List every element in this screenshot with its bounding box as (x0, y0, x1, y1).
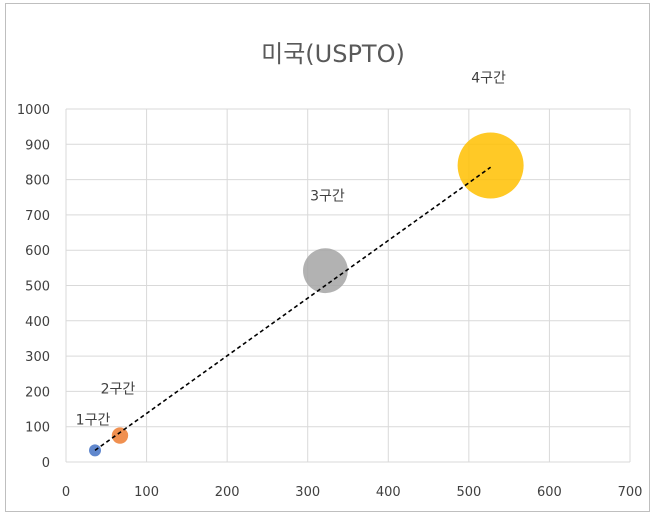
y-tick-label: 1000 (17, 103, 50, 118)
y-tick-label: 400 (25, 315, 50, 330)
chart-title: 미국(USPTO) (261, 40, 405, 68)
trendline (94, 166, 492, 452)
x-tick-label: 200 (215, 485, 240, 500)
x-tick-label: 0 (62, 485, 70, 500)
data-label-4: 4구간 (471, 70, 506, 86)
data-label-2: 2구간 (101, 382, 136, 398)
y-tick-label: 700 (25, 209, 50, 224)
x-tick-label: 400 (376, 485, 401, 500)
grid-lines (65, 108, 631, 463)
y-tick-label: 500 (25, 280, 50, 295)
bubble-3 (303, 248, 348, 294)
y-tick-label: 100 (25, 421, 50, 436)
x-axis-ticks: 0 100 200 300 400 500 600 700 (62, 485, 643, 500)
y-axis-ticks: 0 100 200 300 400 500 600 700 800 900 1000 (17, 103, 50, 471)
y-tick-label: 800 (25, 174, 50, 189)
x-tick-label: 700 (618, 485, 643, 500)
y-tick-label: 900 (25, 138, 50, 153)
y-tick-label: 600 (25, 244, 50, 259)
data-label-3: 3구간 (310, 189, 345, 205)
data-labels: 1구간 2구간 3구간 4구간 (76, 70, 506, 428)
y-tick-label: 200 (25, 385, 50, 400)
bubble-2 (111, 427, 129, 444)
y-tick-label: 0 (42, 456, 50, 471)
y-tick-label: 300 (25, 350, 50, 365)
trendline-path (94, 166, 492, 452)
x-tick-label: 600 (537, 485, 562, 500)
bubble-series (89, 132, 524, 457)
x-tick-label: 500 (456, 485, 481, 500)
data-label-1: 1구간 (76, 412, 111, 428)
x-tick-label: 300 (295, 485, 320, 500)
x-tick-label: 100 (134, 485, 159, 500)
bubble-4 (457, 132, 524, 199)
